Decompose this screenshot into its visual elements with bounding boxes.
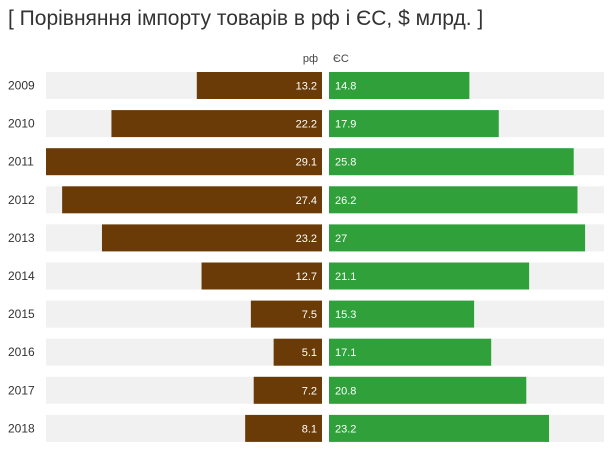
legend-label-left: рф [303, 53, 318, 65]
bar-left-value-label: 12.7 [296, 271, 317, 283]
bar-left [245, 414, 322, 442]
bar-right-value-label: 25.8 [335, 157, 356, 169]
bar-right [329, 186, 578, 214]
bar-left [196, 72, 322, 99]
bar-left [250, 300, 322, 328]
bar-left-value-label: 13.2 [296, 81, 317, 93]
bar-left [253, 376, 322, 404]
bar-right-value-label: 27 [335, 233, 347, 245]
year-label: 2010 [8, 117, 35, 131]
bar-right-value-label: 14.8 [335, 81, 356, 93]
bar-left-value-label: 29.1 [296, 157, 317, 169]
year-label: 2017 [8, 383, 35, 397]
bar-right [329, 224, 586, 252]
bar-right [329, 148, 574, 176]
bar-left-value-label: 5.1 [302, 347, 317, 359]
year-label: 2013 [8, 231, 35, 245]
bar-left [101, 224, 322, 252]
bar-right [329, 110, 499, 138]
year-label: 2012 [8, 193, 35, 207]
bar-left-value-label: 7.2 [302, 385, 317, 397]
bar-right-value-label: 15.3 [335, 309, 356, 321]
bar-left [201, 262, 322, 290]
bar-left [273, 338, 322, 366]
chart-title: [ Порівняння імпорту товарів в рф і ЄС, … [8, 7, 484, 30]
year-label: 2016 [8, 345, 35, 359]
bar-right [329, 376, 527, 404]
bar-right [329, 414, 550, 442]
bar-left-value-label: 7.5 [302, 309, 317, 321]
bar-right [329, 262, 530, 290]
bar-right [329, 72, 470, 99]
year-label: 2018 [8, 421, 35, 435]
bar-left [62, 186, 322, 214]
year-label: 2009 [8, 79, 35, 93]
bar-right [329, 338, 492, 366]
year-label: 2015 [8, 307, 35, 321]
bar-right-value-label: 20.8 [335, 385, 356, 397]
year-label: 2011 [8, 155, 34, 169]
bar-left-value-label: 8.1 [302, 423, 317, 435]
bar-left-value-label: 27.4 [296, 195, 317, 207]
bar-left [111, 110, 322, 138]
legend-label-right: ЄС [333, 53, 349, 65]
bar-right-value-label: 21.1 [335, 271, 356, 283]
bar-left-value-label: 22.2 [296, 119, 317, 131]
bar-right-value-label: 23.2 [335, 423, 356, 435]
bar-left-value-label: 23.2 [296, 233, 317, 245]
bar-right-value-label: 26.2 [335, 195, 356, 207]
bar-left [46, 148, 322, 176]
year-label: 2014 [8, 269, 35, 283]
bar-right-value-label: 17.9 [335, 119, 356, 131]
bar-right-value-label: 17.1 [335, 347, 356, 359]
bar-right [329, 300, 475, 328]
